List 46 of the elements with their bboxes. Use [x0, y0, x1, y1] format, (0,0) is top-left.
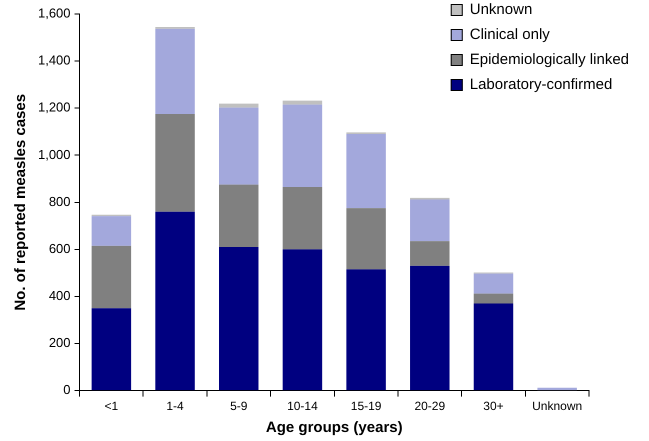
bar — [219, 247, 258, 390]
y-tick-label: 1,600 — [38, 6, 71, 21]
bar — [155, 28, 195, 114]
y-tick-label: 1,400 — [38, 52, 71, 68]
bar — [92, 216, 132, 246]
bar — [474, 304, 514, 390]
bar — [282, 249, 322, 390]
bar — [219, 108, 258, 185]
y-tick-label: 800 — [48, 194, 71, 209]
x-tick-label: <1 — [104, 399, 119, 414]
y-tick-label: 0 — [63, 382, 71, 398]
x-tick-label: 10-14 — [287, 399, 318, 414]
bar — [282, 104, 322, 187]
legend-label: Clinical only — [470, 26, 550, 44]
bar — [346, 269, 386, 390]
bar — [92, 246, 132, 308]
bar — [410, 266, 450, 390]
x-tick-label: 15-19 — [350, 399, 382, 414]
legend-label: Laboratory-confirmed — [470, 76, 612, 94]
bar — [410, 241, 450, 266]
bar — [155, 212, 195, 390]
bar — [219, 184, 258, 248]
bar — [282, 187, 322, 250]
bar — [474, 274, 514, 294]
x-tick-label: 5-9 — [230, 399, 248, 414]
legend-label: Epidemiologically linked — [470, 51, 630, 68]
y-tick-label: 400 — [48, 288, 71, 304]
x-tick-label: 20-29 — [414, 399, 446, 414]
y-tick-label: 1,000 — [38, 146, 71, 162]
x-tick-label: Unknown — [532, 399, 582, 414]
y-tick-label: 600 — [48, 240, 71, 256]
y-tick-label: 200 — [48, 335, 71, 350]
bar — [92, 308, 132, 390]
y-tick-label: 1,200 — [38, 100, 71, 115]
bar — [219, 104, 258, 108]
x-axis-title: Age groups (years) — [266, 419, 403, 436]
legend-label: Unknown — [470, 1, 532, 18]
bar — [474, 294, 514, 304]
y-axis-title: No. of reported measles cases — [12, 94, 30, 311]
bar — [282, 100, 322, 105]
x-tick-label: 30+ — [483, 399, 504, 414]
x-tick-label: 1-4 — [166, 399, 184, 414]
bar — [155, 114, 195, 212]
bar — [410, 199, 450, 242]
bar — [346, 208, 386, 270]
bar — [346, 134, 386, 208]
